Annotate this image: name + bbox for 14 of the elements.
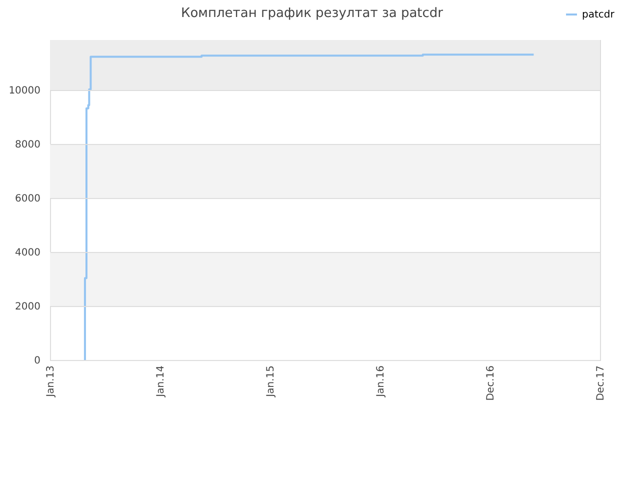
y-tick-label: 4000: [15, 247, 40, 258]
x-tick-label: Jan.15: [266, 366, 276, 398]
y-tick-label: 10000: [8, 85, 40, 96]
x-tick-label: Jan.13: [46, 366, 56, 398]
x-tick-label: Dec.17: [596, 366, 606, 401]
legend-label: patcdr: [582, 10, 616, 20]
x-tick-label: Jan.16: [376, 366, 386, 398]
chart-title: Комплетан график резултат за patcdr: [180, 6, 444, 21]
y-tick-label: 2000: [15, 301, 40, 312]
x-tick-label: Dec.16: [486, 366, 496, 401]
x-tick-label: Jan.14: [156, 366, 166, 398]
y-tick-label: 0: [34, 356, 40, 366]
y-tick-label: 8000: [15, 139, 40, 150]
y-tick-label: 6000: [15, 193, 40, 204]
